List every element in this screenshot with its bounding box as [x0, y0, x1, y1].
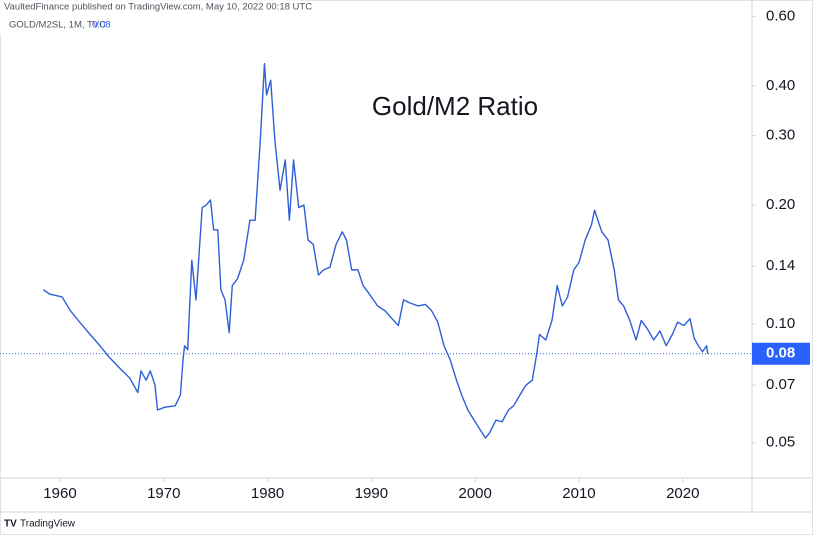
- x-tick-label: 1990: [355, 485, 388, 502]
- header-last-value: 0.08: [92, 20, 111, 31]
- y-tick-label: 0.14: [766, 257, 795, 274]
- brand: TradingView: [20, 519, 76, 530]
- logo: TV: [4, 519, 17, 530]
- y-tick-label: 0.07: [766, 376, 795, 393]
- x-tick-label: 1960: [43, 485, 76, 502]
- header-bg: [0, 0, 300, 34]
- chart-title: Gold/M2 Ratio: [372, 91, 538, 121]
- x-tick-label: 2020: [666, 485, 699, 502]
- y-tick-label: 0.05: [766, 434, 795, 451]
- y-tick-label: 0.10: [766, 315, 795, 332]
- x-tick-label: 2000: [458, 485, 491, 502]
- y-tick-label: 0.30: [766, 126, 795, 143]
- last-value-label: 0.08: [766, 345, 795, 362]
- x-tick-label: 2010: [562, 485, 595, 502]
- y-tick-label: 0.60: [766, 8, 795, 25]
- symbol: GOLD/M2SL, 1M, TVC: [9, 20, 106, 31]
- price-line: [42, 62, 709, 439]
- y-tick-label: 0.20: [766, 196, 795, 213]
- x-tick-label: 1970: [147, 485, 180, 502]
- x-tick-label: 1980: [251, 485, 284, 502]
- y-tick-label: 0.40: [766, 77, 795, 94]
- last-value-box: [752, 342, 810, 365]
- publisher: VaultedFinance published on TradingView.…: [4, 2, 312, 13]
